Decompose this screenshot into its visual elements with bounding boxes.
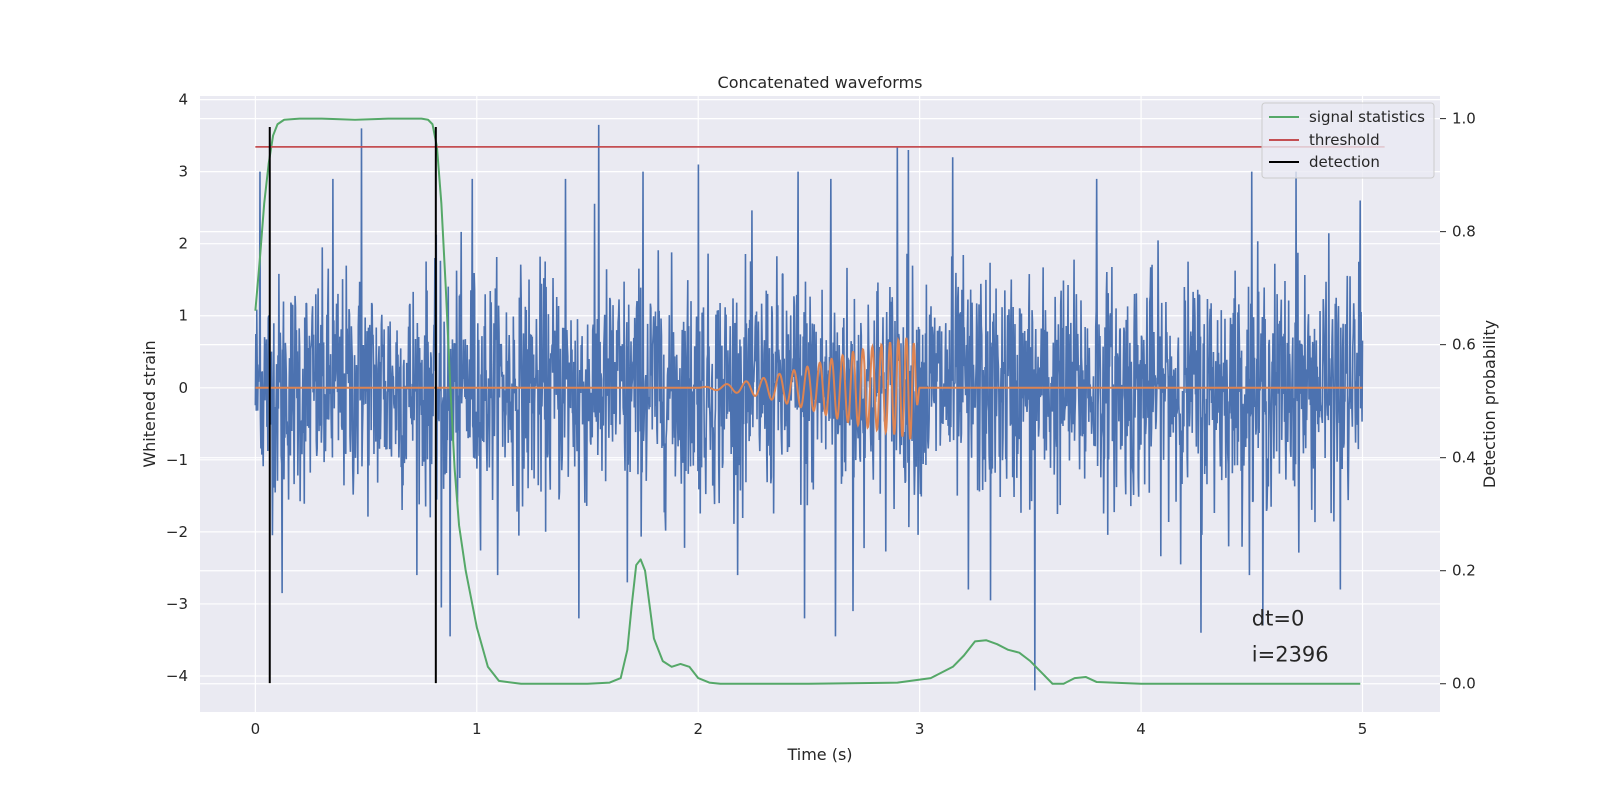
y-ticks: 4 3 2 1 0 −1 −2 −3 −4 <box>166 91 188 685</box>
legend-label-detection: detection <box>1309 153 1380 171</box>
signal-statistics-line <box>254 117 1361 685</box>
y-axis-label: Whitened strain <box>140 340 159 467</box>
y-tick-label: 0 <box>178 379 188 397</box>
y2-tick-label: 0.6 <box>1452 336 1476 354</box>
x-tick-label: 3 <box>915 720 925 738</box>
y2-tick-label: 0.8 <box>1452 223 1476 241</box>
x-tick-label: 1 <box>472 720 482 738</box>
x-tick-label: 4 <box>1136 720 1146 738</box>
y-tick-label: −3 <box>166 595 188 613</box>
annotation-text: i=2396 <box>1252 643 1329 667</box>
y-tick-label: 3 <box>178 163 188 181</box>
y-tick-label: 4 <box>178 91 188 109</box>
legend-box <box>1261 102 1435 179</box>
y-tick-label: −1 <box>166 451 188 469</box>
chirp-line <box>255 336 1363 440</box>
legend-label-threshold: threshold <box>1309 131 1380 149</box>
x-tick-label: 2 <box>693 720 703 738</box>
plot-layer <box>254 117 1385 691</box>
y2-axis-label: Detection probability <box>1480 320 1499 488</box>
chart-title: Concatenated waveforms <box>718 73 923 92</box>
y2-tick-label: 0.0 <box>1452 675 1476 693</box>
y-tick-label: −2 <box>166 523 188 541</box>
strain-line <box>254 124 1364 691</box>
annotations: dt=0 i=2396 <box>1252 607 1329 667</box>
x-axis-label: Time (s) <box>786 745 852 764</box>
y2-tick-label: 0.2 <box>1452 562 1476 580</box>
y-tick-label: 1 <box>178 307 188 325</box>
y2-tick-label: 0.4 <box>1452 449 1476 467</box>
y2-ticks: 1.0 0.8 0.6 0.4 0.2 0.0 <box>1440 110 1476 693</box>
x-ticks: 0 1 2 3 4 5 <box>251 720 1368 738</box>
legend: signal statistics threshold detection <box>1261 102 1435 179</box>
legend-label-signal-statistics: signal statistics <box>1309 108 1425 126</box>
y2-tick-label: 1.0 <box>1452 110 1476 128</box>
y-tick-label: −4 <box>166 667 188 685</box>
x-tick-label: 5 <box>1358 720 1368 738</box>
y-tick-label: 2 <box>178 235 188 253</box>
x-tick-label: 0 <box>251 720 261 738</box>
annotation-text: dt=0 <box>1252 607 1305 631</box>
